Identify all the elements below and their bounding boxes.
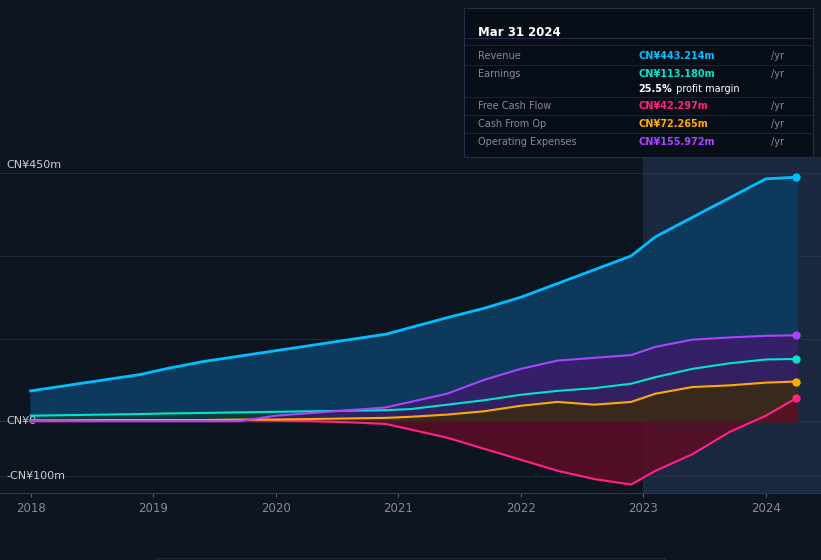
Bar bbox=[644, 157, 821, 493]
Text: Free Cash Flow: Free Cash Flow bbox=[478, 101, 551, 111]
Text: Revenue: Revenue bbox=[478, 51, 521, 61]
Text: CN¥155.972m: CN¥155.972m bbox=[639, 137, 715, 147]
Text: /yr: /yr bbox=[771, 101, 784, 111]
Text: Earnings: Earnings bbox=[478, 69, 521, 79]
Text: Mar 31 2024: Mar 31 2024 bbox=[478, 26, 561, 39]
Text: /yr: /yr bbox=[771, 51, 784, 61]
Text: profit margin: profit margin bbox=[673, 83, 740, 94]
Text: Cash From Op: Cash From Op bbox=[478, 119, 546, 129]
Text: CN¥113.180m: CN¥113.180m bbox=[639, 69, 715, 79]
Text: CN¥0: CN¥0 bbox=[7, 416, 37, 426]
Text: 25.5%: 25.5% bbox=[639, 83, 672, 94]
Text: CN¥42.297m: CN¥42.297m bbox=[639, 101, 708, 111]
Text: CN¥72.265m: CN¥72.265m bbox=[639, 119, 708, 129]
Text: CN¥450m: CN¥450m bbox=[7, 160, 62, 170]
Text: /yr: /yr bbox=[771, 119, 784, 129]
Legend: Revenue, Earnings, Free Cash Flow, Cash From Op, Operating Expenses: Revenue, Earnings, Free Cash Flow, Cash … bbox=[156, 558, 665, 560]
Text: /yr: /yr bbox=[771, 137, 784, 147]
Text: /yr: /yr bbox=[771, 69, 784, 79]
Text: CN¥443.214m: CN¥443.214m bbox=[639, 51, 715, 61]
Text: -CN¥100m: -CN¥100m bbox=[7, 472, 66, 481]
Text: Operating Expenses: Operating Expenses bbox=[478, 137, 576, 147]
